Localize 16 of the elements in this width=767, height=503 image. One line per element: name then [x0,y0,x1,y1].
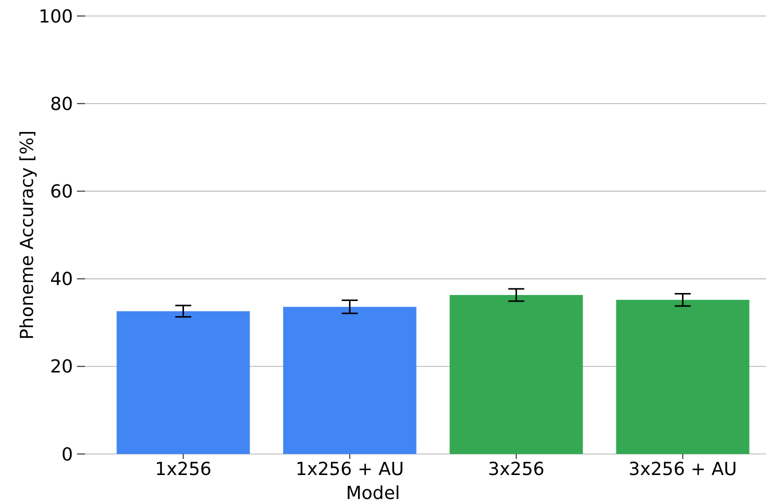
x-axis-title: Model [346,483,400,503]
bar [616,300,750,454]
x-tick-label: 1x256 [155,459,212,480]
y-tick-label: 80 [50,94,73,115]
x-tick-label: 3x256 [488,459,544,480]
y-axis-title: Phoneme Accuracy [%] [17,130,38,340]
y-tick-label: 0 [62,444,73,466]
bar [116,311,250,454]
x-tick-label: 1x256 + AU [296,459,404,480]
x-tick-label: 3x256 + AU [628,459,737,480]
y-tick-label: 100 [38,6,73,28]
bar [450,295,583,454]
y-tick-label: 60 [50,182,73,202]
bar [283,306,416,454]
y-tick-label: 40 [50,269,73,290]
y-tick-label: 20 [50,356,73,378]
